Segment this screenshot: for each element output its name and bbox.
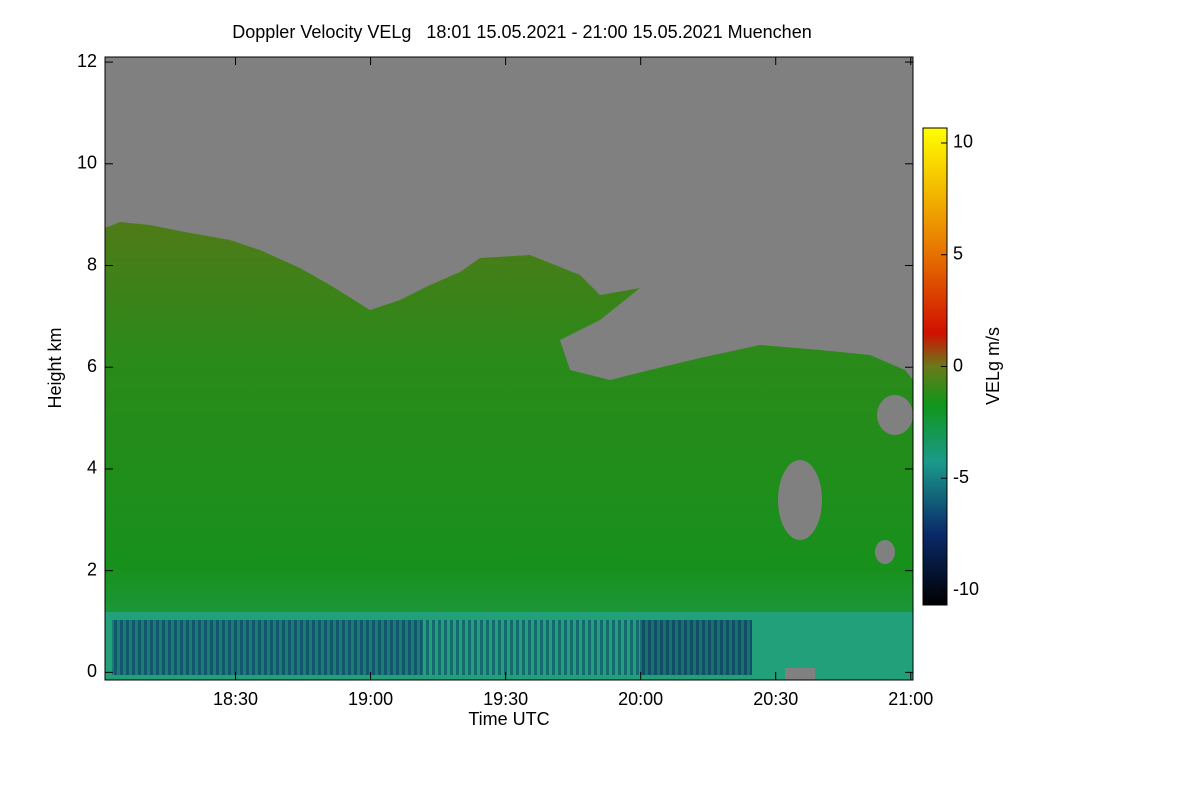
y-tick-label: 2	[87, 559, 97, 579]
y-tick-label: 8	[87, 254, 97, 274]
x-tick-label: 20:00	[618, 689, 663, 709]
y-tick-label: 0	[87, 661, 97, 681]
y-tick-label: 6	[87, 356, 97, 376]
colorbar-tick-label: 10	[953, 132, 973, 152]
colorbar-label: VELg m/s	[983, 327, 1003, 405]
x-tick-label: 21:00	[888, 689, 933, 709]
x-tick-label: 19:30	[483, 689, 528, 709]
colorbar-tick-label: -5	[953, 467, 969, 487]
x-tick-label: 19:00	[348, 689, 393, 709]
y-tick-label: 12	[77, 51, 97, 71]
chart-title: Doppler Velocity VELg 18:01 15.05.2021 -…	[232, 22, 811, 42]
y-tick-label: 4	[87, 458, 97, 478]
y-axis-label: Height km	[45, 327, 65, 408]
colorbar-tick-label: 5	[953, 243, 963, 263]
colorbar-tick-label: 0	[953, 355, 963, 375]
plot-frame	[104, 56, 914, 681]
x-tick-label: 20:30	[753, 689, 798, 709]
heatmap-field	[105, 57, 913, 680]
y-tick-label: 10	[77, 153, 97, 173]
x-axis-label: Time UTC	[468, 709, 549, 729]
x-tick-label: 18:30	[213, 689, 258, 709]
colorbar-tick-label: -10	[953, 579, 979, 599]
